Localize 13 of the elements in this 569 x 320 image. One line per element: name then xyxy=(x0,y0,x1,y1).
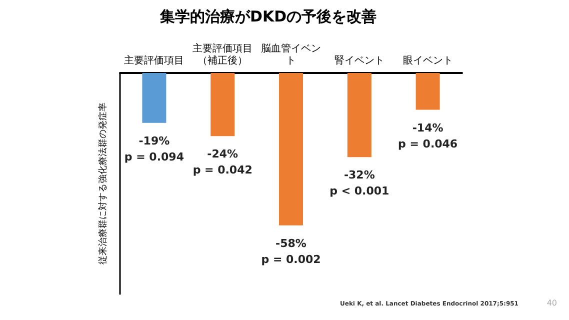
data-label: -14% p = 0.046 xyxy=(398,121,458,150)
x-tick-label: 脳血管イベント xyxy=(261,42,321,66)
data-label: -24% p = 0.042 xyxy=(192,148,252,177)
data-label: -58% p = 0.002 xyxy=(261,236,321,266)
text: 40 xyxy=(546,298,558,308)
x-tick-label: 主要評価項目（補正後） xyxy=(192,42,253,66)
x-tick-label: 腎イベント xyxy=(334,54,384,66)
x-tick-label: 眼イベント xyxy=(402,56,453,66)
data-label: -32% p < 0.001 xyxy=(330,168,390,198)
chart-title: 集学的治療がDKDの予後を改善 xyxy=(159,8,377,26)
y-axis-title: 従来治療群に対する強化療法群の発症率 xyxy=(98,102,108,264)
x-tick-label: 主要評価項目 xyxy=(124,54,184,66)
data-label: -19% p = 0.094 xyxy=(124,134,184,164)
